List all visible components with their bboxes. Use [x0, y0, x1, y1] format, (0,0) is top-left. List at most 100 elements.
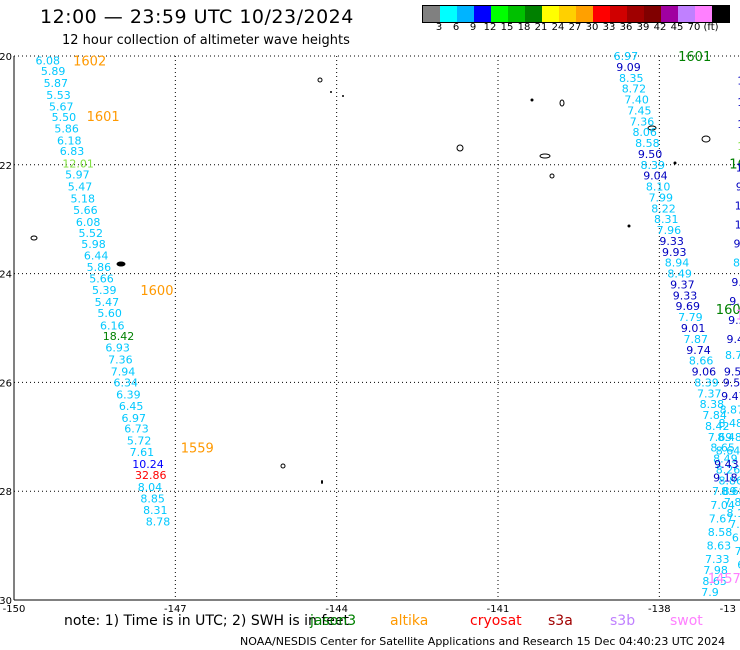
wave-height-label: 8.06: [632, 126, 657, 139]
wave-height-labels: 6.085.895.875.535.675.505.866.186.8312.0…: [36, 50, 740, 599]
island: [549, 173, 555, 179]
colorbar-label: 42: [653, 22, 667, 33]
wave-height-label: 12.: [737, 140, 740, 153]
wave-height-label: 7.67: [709, 512, 734, 525]
wave-height-label: 10.24: [132, 458, 164, 471]
island: [30, 235, 38, 241]
wave-height-label: 9.04: [643, 170, 668, 183]
wave-height-label: 8.63: [707, 540, 732, 553]
time-label: 1457: [708, 572, 740, 587]
wave-height-label: 9.50: [638, 148, 663, 161]
wave-height-label: 9.33: [673, 289, 698, 302]
lat-tick-label: -22: [0, 161, 12, 172]
wave-height-label: 6.44: [84, 250, 109, 263]
wave-height-label: 8.22: [651, 202, 676, 215]
wave-height-label: 6.97: [614, 50, 639, 63]
wave-height-label: 6.08: [76, 216, 101, 229]
colorbar-swatch: [423, 6, 440, 22]
wave-height-label: 6.16: [100, 319, 125, 332]
colorbar-swatch: [610, 6, 627, 22]
wave-height-label: 5.18: [70, 193, 95, 206]
wave-height-label: 9.58: [724, 366, 740, 379]
wave-height-label: 8.86: [718, 474, 740, 487]
wave-height-label: 8.31: [143, 504, 168, 517]
wave-height-label: 7.99: [649, 191, 674, 204]
wave-height-label: 5.52: [79, 227, 104, 240]
wave-height-label: 5.87: [44, 77, 68, 90]
wave-height-label: 7.33: [705, 553, 730, 566]
wave-height-label: 5.98: [81, 238, 106, 251]
satellite-legend-s3a: s3a: [548, 613, 573, 629]
wave-height-label: 8.38: [700, 398, 725, 411]
time-label: 1: [736, 308, 740, 323]
wave-height-label: 8.10: [646, 181, 671, 194]
wave-height-label: 5.47: [95, 296, 120, 309]
colorbar-label: 33: [602, 22, 616, 33]
time-label: 1600: [140, 284, 173, 299]
wave-height-label: 6.34: [113, 376, 138, 389]
island: [456, 144, 464, 152]
wave-height-label: 9.01: [681, 322, 706, 335]
colorbar-label: 70: [687, 22, 701, 33]
satellite-legend-cryosat: cryosat: [470, 613, 522, 629]
wave-height-label: 5.39: [92, 284, 117, 297]
wave-height-label: 8.58: [635, 137, 660, 150]
colorbar-label: 45: [670, 22, 684, 33]
wave-height-label: 8.68: [721, 485, 740, 498]
wave-height-label: 8.78: [725, 349, 740, 362]
wave-height-label: 6.20: [737, 559, 740, 572]
map-grid: -20 -22 -24 -26 -28 -30-150 -147 -144 -141 -138 -1…: [0, 52, 740, 615]
wave-height-label: 7.94: [111, 366, 136, 379]
colorbar: [422, 5, 730, 23]
colorbar-label: 36: [619, 22, 633, 33]
island: [559, 99, 565, 107]
wave-height-label: 7.40: [624, 94, 649, 107]
colorbar-swatch: [457, 6, 474, 22]
time-label: 1603: [716, 303, 740, 318]
island: [539, 153, 551, 159]
wave-height-label: 8.78: [146, 516, 171, 529]
colorbar-label: 9: [469, 22, 477, 33]
colorbar-swatch: [491, 6, 508, 22]
colorbar-label: 6: [452, 22, 460, 33]
wave-height-label: 8.49: [713, 453, 738, 466]
credit-line: NOAA/NESDIS Center for Satellite Applica…: [240, 635, 726, 648]
colorbar-label: (ft): [703, 22, 719, 33]
wave-height-label: 8.58: [708, 526, 733, 539]
island: [701, 135, 711, 143]
colorbar-label: 24: [551, 22, 565, 33]
wave-height-label: 6.93: [105, 342, 130, 355]
satellite-legend-swot: swot: [670, 613, 703, 629]
wave-height-label: 5.89: [41, 65, 65, 78]
island: [321, 480, 323, 484]
wave-height-label: 8.64: [716, 444, 740, 457]
lat-tick-label: -24: [0, 270, 12, 281]
island: [673, 161, 677, 165]
wave-height-label: 5.86: [54, 122, 78, 135]
wave-height-label: 7.98: [703, 564, 728, 577]
time-label: 1601: [678, 50, 711, 65]
wave-height-label: 6.45: [119, 400, 144, 413]
footer-note: note: 1) Time is in UTC; 2) SWH is in fe…: [64, 613, 350, 629]
lat-tick-label: -26: [0, 378, 12, 389]
wave-height-label: 8.72: [622, 83, 647, 96]
wave-height-label: 9.25: [731, 276, 740, 289]
lat-tick-label: -28: [0, 487, 12, 498]
wave-height-label: 6.18: [57, 134, 81, 147]
satellite-legend-altika: altika: [390, 613, 429, 629]
wave-height-label: 8.26: [716, 463, 740, 476]
wave-height-label: 5.86: [87, 261, 112, 274]
wave-height-label: 10: [737, 74, 740, 87]
colorbar-swatch: [678, 6, 695, 22]
island: [342, 95, 344, 97]
wave-height-label: 8.66: [689, 355, 714, 368]
time-label: 1602: [729, 158, 740, 173]
wave-height-label: 7.45: [627, 104, 652, 117]
wave-height-label: 9.54: [728, 314, 740, 327]
wave-height-label: 8.19: [727, 507, 740, 520]
wave-height-label: 6.85: [732, 531, 740, 544]
wave-height-label: 9.37: [670, 278, 695, 291]
wave-height-label: 5.50: [52, 111, 76, 124]
colorbar-label: 39: [636, 22, 650, 33]
